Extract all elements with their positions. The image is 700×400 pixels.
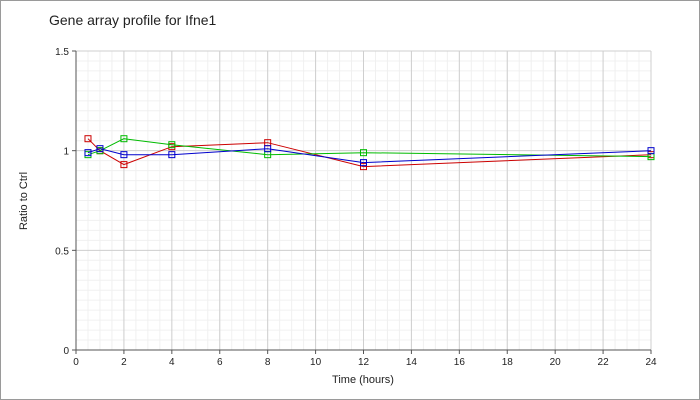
data-point-series-3 bbox=[647, 147, 655, 155]
series-line-2 bbox=[87, 138, 652, 158]
x-tick-label: 0 bbox=[73, 357, 79, 368]
x-tick-label: 22 bbox=[598, 357, 610, 368]
data-point-series-2 bbox=[120, 135, 128, 143]
x-tick-label: 4 bbox=[169, 357, 175, 368]
data-point-series-3 bbox=[168, 151, 176, 159]
x-tick-label: 6 bbox=[217, 357, 223, 368]
data-point-series-3 bbox=[84, 149, 92, 157]
chart-title: Gene array profile for Ifne1 bbox=[49, 12, 217, 28]
x-tick-label: 20 bbox=[550, 357, 562, 368]
data-point-series-3 bbox=[120, 151, 128, 159]
x-tick-label: 2 bbox=[121, 357, 127, 368]
x-tick-label: 8 bbox=[265, 357, 271, 368]
data-point-series-2 bbox=[168, 141, 176, 149]
x-tick-label: 12 bbox=[358, 357, 370, 368]
data-point-series-1 bbox=[360, 163, 367, 171]
data-point-series-3 bbox=[264, 145, 272, 153]
x-tick-label: 18 bbox=[502, 357, 514, 368]
data-point-series-1 bbox=[84, 135, 92, 143]
x-tick-label: 14 bbox=[406, 357, 418, 368]
x-tick-label: 10 bbox=[310, 357, 322, 368]
x-tick-label: 24 bbox=[645, 357, 657, 368]
y-tick-label: 1.5 bbox=[55, 47, 69, 58]
x-axis-label: Time (hours) bbox=[332, 374, 394, 386]
y-tick-label: 0 bbox=[63, 346, 69, 357]
data-point-series-2 bbox=[360, 149, 367, 157]
series-line-3 bbox=[87, 148, 652, 164]
y-tick-label: 0.5 bbox=[55, 246, 69, 257]
y-tick-label: 1 bbox=[63, 147, 69, 158]
x-tick-label: 16 bbox=[454, 357, 466, 368]
data-point-series-3 bbox=[360, 159, 367, 167]
data-point-series-3 bbox=[96, 145, 104, 153]
data-point-series-1 bbox=[120, 161, 128, 169]
